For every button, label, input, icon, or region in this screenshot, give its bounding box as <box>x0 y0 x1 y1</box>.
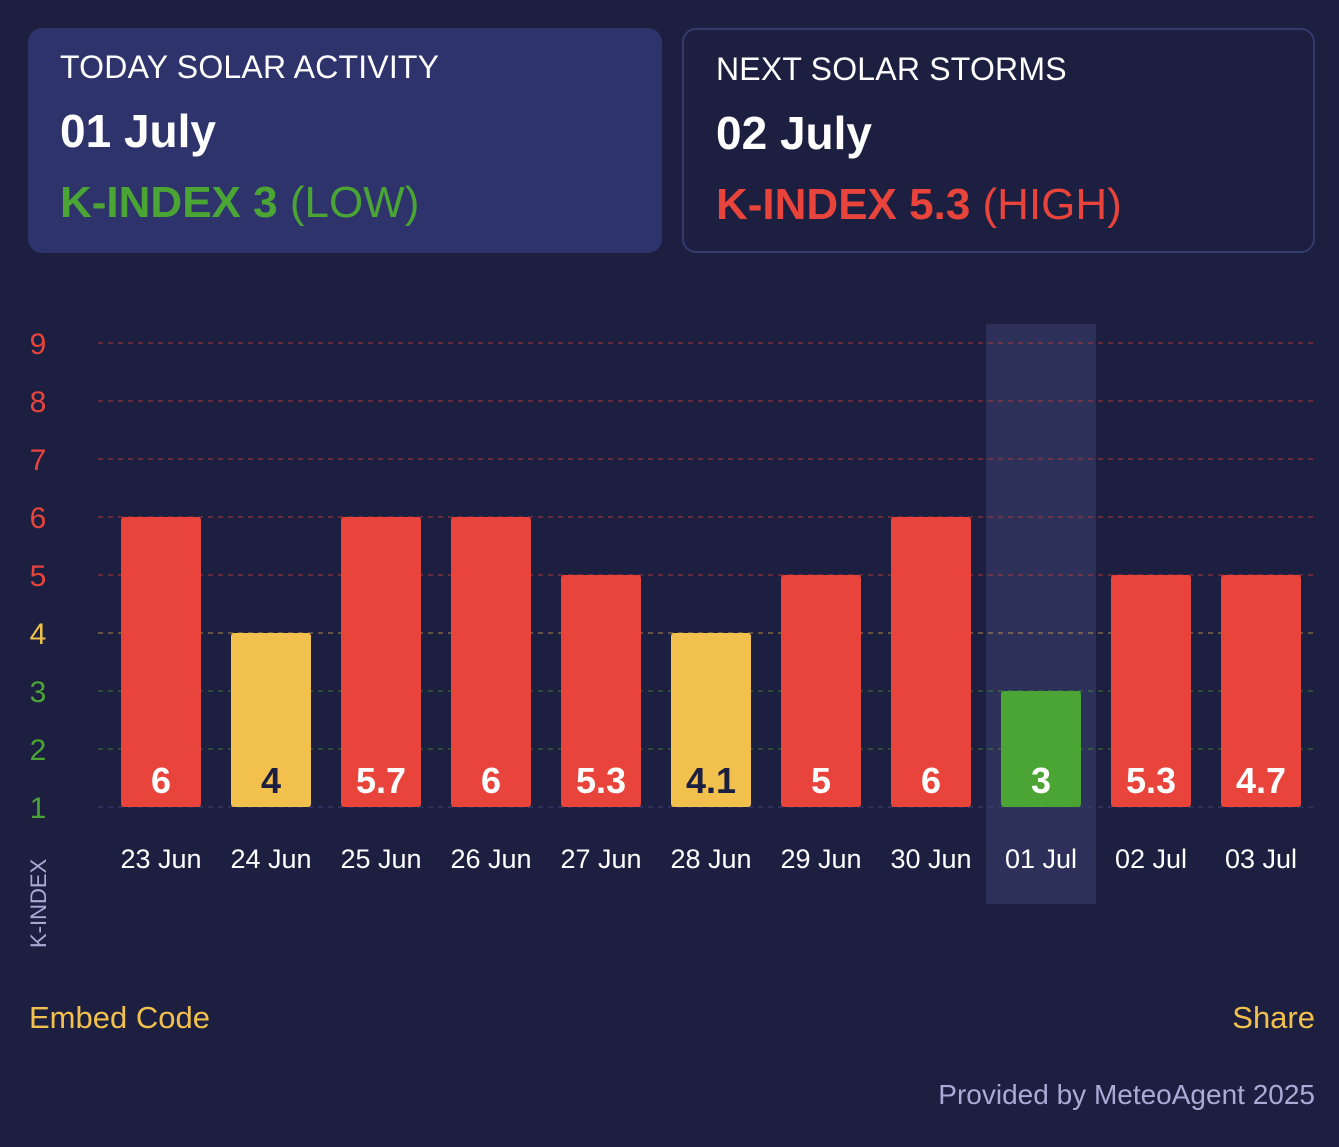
bar-value-label: 6 <box>481 760 501 801</box>
x-tick-label: 03 Jul <box>1225 844 1297 874</box>
embed-code-link[interactable]: Embed Code <box>29 1000 210 1035</box>
bar <box>341 517 421 807</box>
bar <box>561 575 641 807</box>
next-kindex-line: K-INDEX 5.3 (HIGH) <box>716 180 1281 230</box>
bar <box>451 517 531 807</box>
today-kindex: K-INDEX 3 <box>60 178 278 227</box>
bar <box>1001 691 1081 807</box>
next-date: 02 July <box>716 107 872 159</box>
today-kindex-line: K-INDEX 3 (LOW) <box>60 178 630 228</box>
bar-value-label: 5.7 <box>356 760 406 801</box>
bar <box>1111 575 1191 807</box>
y-tick-label: 9 <box>30 328 47 361</box>
x-tick-label: 24 Jun <box>230 844 311 874</box>
today-date: 01 July <box>60 105 216 157</box>
bar-value-label: 4 <box>261 760 281 801</box>
bar <box>1221 575 1301 807</box>
bar-value-label: 5.3 <box>576 760 626 801</box>
x-tick-label: 30 Jun <box>890 844 971 874</box>
highlight-column <box>986 324 1096 904</box>
x-tick-label: 23 Jun <box>120 844 201 874</box>
bar <box>121 517 201 807</box>
bar-value-label: 5 <box>811 760 831 801</box>
credit-text: Provided by MeteoAgent 2025 <box>938 1079 1315 1110</box>
y-tick-label: 3 <box>30 676 47 709</box>
bar-value-label: 6 <box>921 760 941 801</box>
x-tick-label: 01 Jul <box>1005 844 1077 874</box>
x-tick-label: 27 Jun <box>560 844 641 874</box>
next-storm-card: NEXT SOLAR STORMS 02 July K-INDEX 5.3 (H… <box>682 28 1315 253</box>
bar-value-label: 4.1 <box>686 760 736 801</box>
bar <box>671 633 751 807</box>
y-tick-label: 5 <box>30 560 47 593</box>
bar-value-label: 4.7 <box>1236 760 1286 801</box>
x-tick-label: 28 Jun <box>670 844 751 874</box>
next-kindex: K-INDEX 5.3 <box>716 180 971 229</box>
bar-value-label: 3 <box>1031 760 1051 801</box>
k-index-chart: 1 2 3 4 5 6 7 8 9 6 23 Jun 4 24 Jun 5.7 25 Jun 6 26 Jun… <box>26 324 1316 948</box>
next-level: (HIGH) <box>982 180 1122 229</box>
bar-value-label: 5.3 <box>1126 760 1176 801</box>
x-tick-label: 26 Jun <box>450 844 531 874</box>
bar <box>781 575 861 807</box>
y-tick-label: 1 <box>30 792 47 825</box>
today-label: TODAY SOLAR ACTIVITY <box>60 49 440 85</box>
x-tick-label: 02 Jul <box>1115 844 1187 874</box>
today-level: (LOW) <box>289 178 420 227</box>
x-tick-label: 25 Jun <box>340 844 421 874</box>
y-tick-label: 6 <box>30 502 47 535</box>
bar <box>231 633 311 807</box>
bar <box>891 517 971 807</box>
y-tick-label: 7 <box>30 444 47 477</box>
share-link[interactable]: Share <box>1232 1000 1315 1035</box>
x-tick-label: 29 Jun <box>780 844 861 874</box>
y-tick-label: 8 <box>30 386 47 419</box>
today-card: TODAY SOLAR ACTIVITY 01 July K-INDEX 3 (… <box>28 28 662 253</box>
y-axis-label: K-INDEX <box>26 858 51 948</box>
y-tick-label: 4 <box>30 618 47 651</box>
bar-value-label: 6 <box>151 760 171 801</box>
y-tick-label: 2 <box>30 734 47 767</box>
next-label: NEXT SOLAR STORMS <box>716 51 1067 87</box>
